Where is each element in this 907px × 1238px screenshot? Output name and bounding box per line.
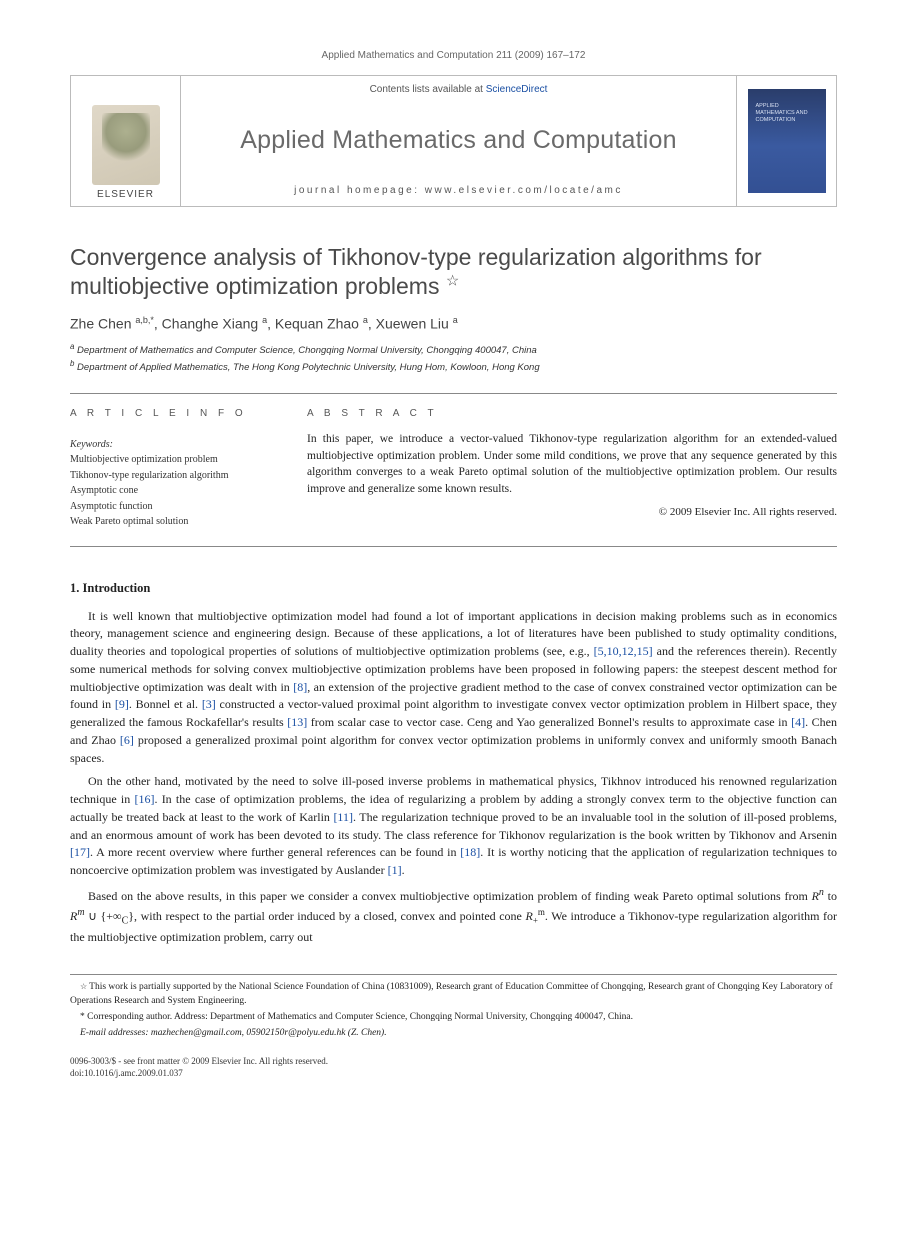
sciencedirect-link[interactable]: ScienceDirect [486, 84, 548, 95]
journal-cover-thumb: APPLIED MATHEMATICS AND COMPUTATION [748, 89, 826, 193]
affiliation-b-text: Department of Applied Mathematics, The H… [77, 362, 540, 373]
footnote-emails: E-mail addresses: mazhechen@gmail.com, 0… [70, 1027, 837, 1041]
article-title: Convergence analysis of Tikhonov-type re… [70, 243, 837, 301]
affiliation-a-text: Department of Mathematics and Computer S… [77, 345, 537, 356]
contents-available-line: Contents lists available at ScienceDirec… [370, 84, 548, 95]
elsevier-tree-icon [92, 105, 160, 185]
affiliations: a Department of Mathematics and Computer… [70, 341, 837, 375]
article-info-left: A R T I C L E I N F O Keywords: Multiobj… [70, 408, 275, 530]
publisher-logo-box: ELSEVIER [71, 76, 181, 206]
footnote-corresponding: Corresponding author. Address: Departmen… [70, 1011, 837, 1025]
affiliation-a: a Department of Mathematics and Computer… [70, 341, 837, 358]
emails-values: mazhechen@gmail.com, 05902150r@polyu.edu… [151, 1028, 387, 1038]
footnote-funding: This work is partially supported by the … [70, 981, 837, 1009]
section-1-heading: 1. Introduction [70, 581, 837, 596]
page-footer: 0096-3003/$ - see front matter © 2009 El… [70, 1055, 837, 1080]
abstract-text: In this paper, we introduce a vector-val… [307, 431, 837, 498]
keywords-label: Keywords: [70, 439, 275, 450]
running-head: Applied Mathematics and Computation 211 … [70, 50, 837, 61]
authors-line: Zhe Chen a,b,*, Changhe Xiang a, Kequan … [70, 315, 837, 332]
paragraph-2: On the other hand, motivated by the need… [70, 773, 837, 880]
banner-center: Contents lists available at ScienceDirec… [181, 76, 736, 206]
contents-prefix: Contents lists available at [370, 84, 486, 95]
footer-front-matter: 0096-3003/$ - see front matter © 2009 El… [70, 1055, 837, 1068]
abstract-heading: A B S T R A C T [307, 408, 837, 419]
keywords-list: Multiobjective optimization problemTikho… [70, 452, 275, 530]
cover-title-text: APPLIED MATHEMATICS AND COMPUTATION [756, 103, 818, 124]
journal-homepage-line: journal homepage: www.elsevier.com/locat… [294, 185, 623, 196]
title-footnote-star-icon: ☆ [446, 272, 459, 289]
copyright-line: © 2009 Elsevier Inc. All rights reserved… [307, 506, 837, 518]
abstract-block: A B S T R A C T In this paper, we introd… [307, 408, 837, 530]
title-text: Convergence analysis of Tikhonov-type re… [70, 244, 762, 299]
affiliation-b: b Department of Applied Mathematics, The… [70, 358, 837, 375]
journal-name: Applied Mathematics and Computation [240, 126, 676, 155]
journal-banner: ELSEVIER Contents lists available at Sci… [70, 75, 837, 207]
elsevier-wordmark: ELSEVIER [97, 189, 154, 200]
footer-doi: doi:10.1016/j.amc.2009.01.037 [70, 1067, 837, 1080]
body-text: It is well known that multiobjective opt… [70, 608, 837, 947]
paragraph-1: It is well known that multiobjective opt… [70, 608, 837, 768]
footnotes: This work is partially supported by the … [70, 974, 837, 1040]
article-info-heading: A R T I C L E I N F O [70, 408, 275, 419]
emails-label: E-mail addresses: [80, 1028, 149, 1038]
article-info-block: A R T I C L E I N F O Keywords: Multiobj… [70, 393, 837, 547]
paragraph-3: Based on the above results, in this pape… [70, 886, 837, 947]
cover-thumb-box: APPLIED MATHEMATICS AND COMPUTATION [736, 76, 836, 206]
